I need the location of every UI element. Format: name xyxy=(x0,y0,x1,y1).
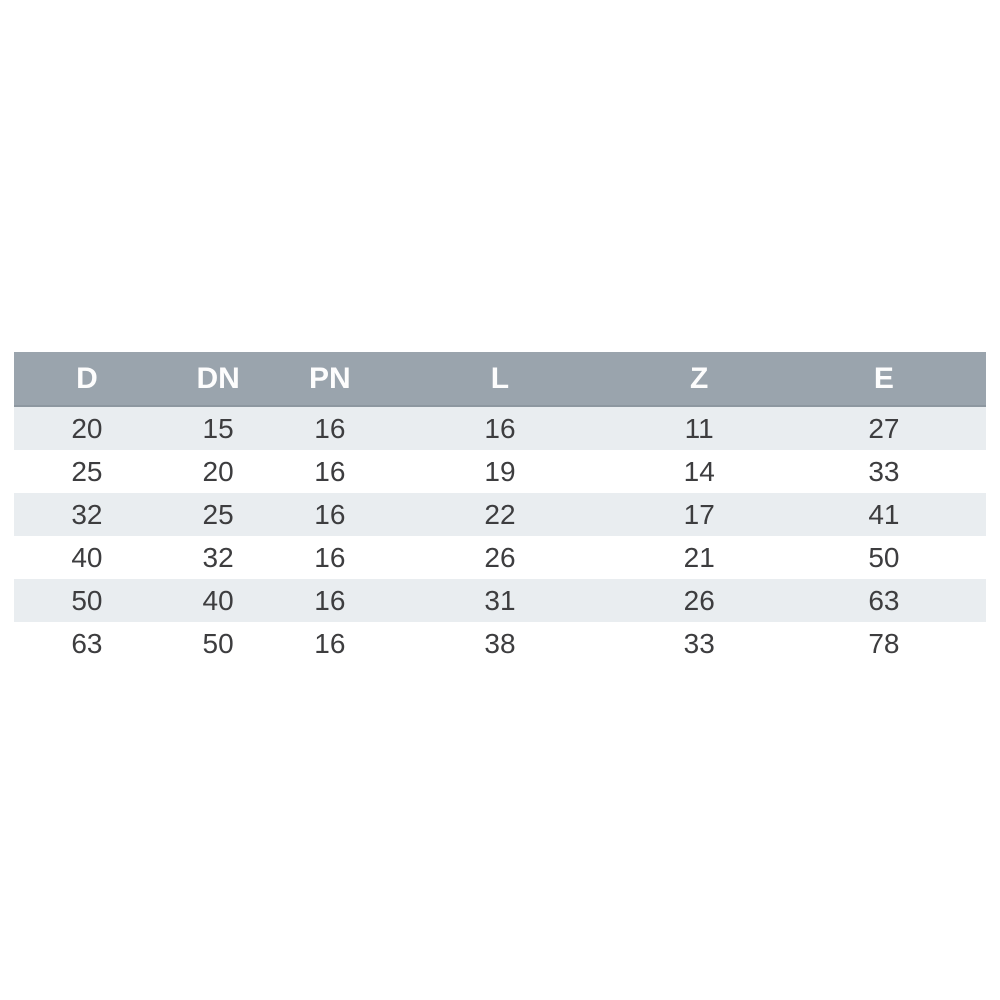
spec-table: D DN PN L Z E 20 15 16 16 11 27 25 20 16 19 14 33 32 25 16 2… xyxy=(14,352,986,665)
table-cell: 16 xyxy=(276,450,384,493)
table-row: 25 20 16 19 14 33 xyxy=(14,450,986,493)
table-cell: 16 xyxy=(276,536,384,579)
table-cell: 40 xyxy=(14,536,160,579)
table-cell: 50 xyxy=(781,536,986,579)
table-cell: 16 xyxy=(276,493,384,536)
table-cell: 31 xyxy=(383,579,617,622)
table-cell: 26 xyxy=(616,579,782,622)
table-cell: 32 xyxy=(14,493,160,536)
table-cell: 16 xyxy=(383,406,617,450)
table-cell: 25 xyxy=(14,450,160,493)
table-row: 20 15 16 16 11 27 xyxy=(14,406,986,450)
table-cell: 40 xyxy=(159,579,277,622)
table-cell: 25 xyxy=(159,493,277,536)
table-cell: 17 xyxy=(616,493,782,536)
table-row: 32 25 16 22 17 41 xyxy=(14,493,986,536)
column-header-l: L xyxy=(383,352,617,407)
table-cell: 19 xyxy=(383,450,617,493)
table-cell: 11 xyxy=(616,406,782,450)
table-cell: 26 xyxy=(383,536,617,579)
table-cell: 50 xyxy=(159,622,277,665)
column-header-d: D xyxy=(14,352,160,407)
table-cell: 16 xyxy=(276,579,384,622)
column-header-z: Z xyxy=(616,352,782,407)
column-header-e: E xyxy=(781,352,986,407)
table-cell: 41 xyxy=(781,493,986,536)
column-header-pn: PN xyxy=(276,352,384,407)
table-body: 20 15 16 16 11 27 25 20 16 19 14 33 32 25 16 22 17 41 40 32… xyxy=(14,406,986,665)
table-cell: 78 xyxy=(781,622,986,665)
table-cell: 50 xyxy=(14,579,160,622)
table-cell: 33 xyxy=(616,622,782,665)
table-cell: 14 xyxy=(616,450,782,493)
table-cell: 22 xyxy=(383,493,617,536)
table-cell: 63 xyxy=(781,579,986,622)
table-cell: 33 xyxy=(781,450,986,493)
table-cell: 20 xyxy=(14,406,160,450)
table-header-row: D DN PN L Z E xyxy=(14,352,986,407)
table-cell: 20 xyxy=(159,450,277,493)
table-row: 63 50 16 38 33 78 xyxy=(14,622,986,665)
table-cell: 63 xyxy=(14,622,160,665)
table-row: 50 40 16 31 26 63 xyxy=(14,579,986,622)
table-cell: 16 xyxy=(276,406,384,450)
table-cell: 27 xyxy=(781,406,986,450)
table-row: 40 32 16 26 21 50 xyxy=(14,536,986,579)
table-cell: 32 xyxy=(159,536,277,579)
table-cell: 16 xyxy=(276,622,384,665)
column-header-dn: DN xyxy=(159,352,277,407)
table-cell: 15 xyxy=(159,406,277,450)
table-cell: 21 xyxy=(616,536,782,579)
table-cell: 38 xyxy=(383,622,617,665)
